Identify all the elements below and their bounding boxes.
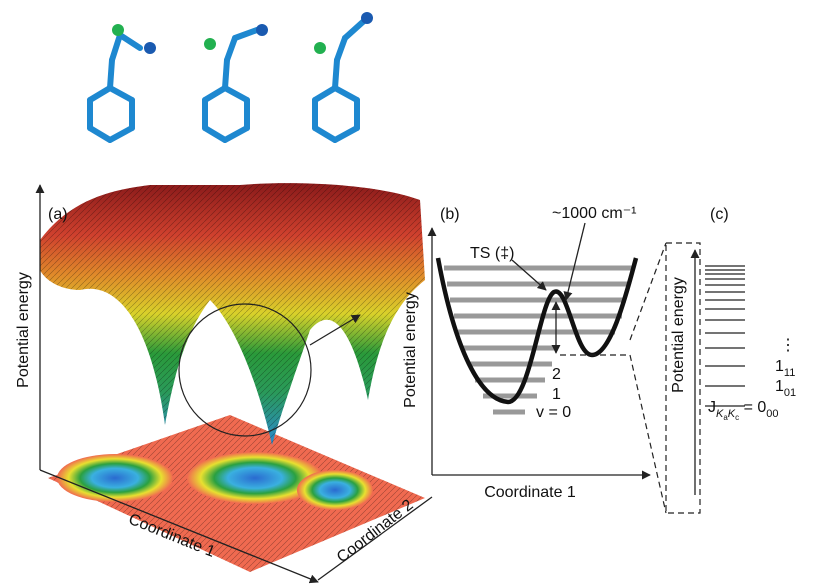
g: J [708, 399, 716, 416]
panel-a: (a) Potential energy Coordinate 1 Coordi… [15, 183, 432, 582]
axis-label: Potential energy [402, 292, 419, 408]
level-label: 2 [552, 366, 561, 383]
panel-b: (b) TS (‡) ~1000 cm⁻¹ Potential energy C… [402, 205, 650, 501]
ground-label: JKaKc = 000 [708, 399, 779, 422]
axis-label: Potential energy [15, 272, 32, 388]
state-sub: 11 [784, 367, 795, 379]
panel-c: (c) Potential energy ⋮ 111 101 JKaKc = 0… [630, 206, 796, 513]
state-label: 101 [775, 378, 796, 399]
axis-label: Potential energy [670, 277, 687, 393]
molecules [90, 12, 373, 140]
g: = 0 [739, 399, 766, 416]
state-sub: 01 [784, 387, 796, 399]
level-label: 1 [552, 386, 561, 403]
rot-levels [705, 266, 745, 406]
ts-label: TS (‡) [470, 245, 514, 262]
panel-label: (c) [710, 206, 729, 223]
panel-label: (b) [440, 206, 460, 223]
state-label: 111 [775, 358, 795, 379]
level-label: v = 0 [536, 404, 571, 421]
panel-label: (a) [48, 206, 68, 223]
state-main: 1 [775, 378, 784, 395]
dots: ⋮ [780, 337, 796, 354]
figure: (a) Potential energy Coordinate 1 Coordi… [0, 0, 827, 587]
axis-label: Coordinate 1 [484, 484, 576, 501]
state-main: 1 [775, 358, 784, 375]
barrier-label: ~1000 cm⁻¹ [552, 205, 636, 222]
g: 00 [766, 408, 778, 420]
